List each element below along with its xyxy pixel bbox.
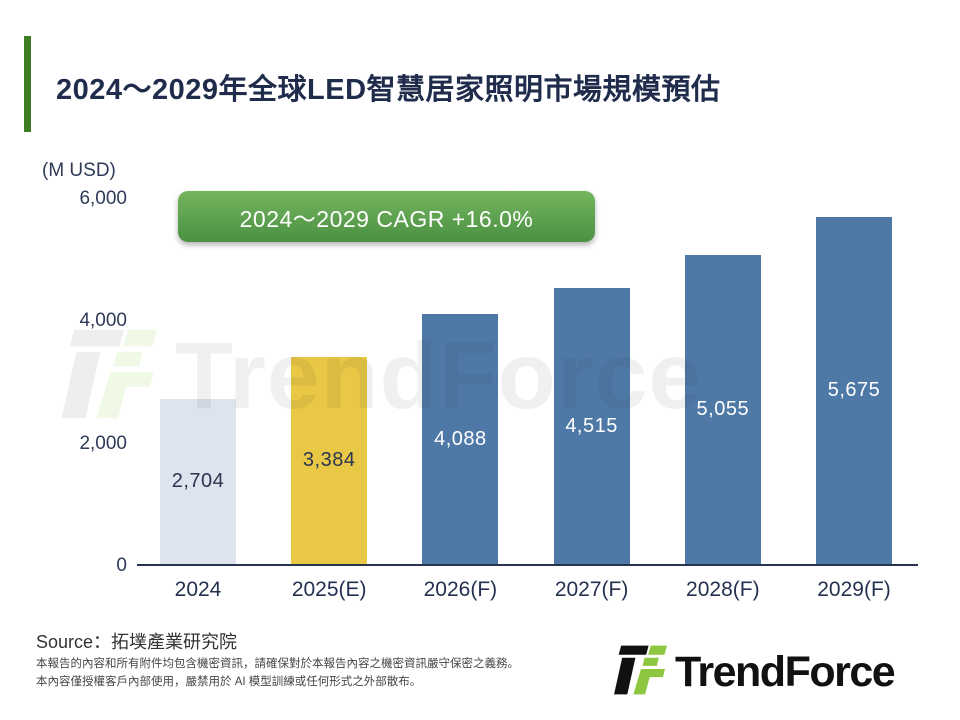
bar-2026(F): 4,088	[422, 314, 499, 564]
x-axis-label: 2026(F)	[423, 578, 498, 601]
x-axis-label: 2028(F)	[686, 578, 760, 601]
bar-2029(F): 5,675	[816, 217, 892, 564]
disclaimer-line-1: 本報告的內容和所有附件均包含機密資訊，請確保對於本報告內容之機密資訊嚴守保密之義…	[36, 658, 519, 670]
y-axis-tick-label: 6,000	[79, 188, 127, 209]
bar-2027(F): 4,515	[553, 288, 630, 564]
page-title: 2024～2029年全球LED智慧居家照明市場規模預估	[56, 74, 721, 106]
y-axis-tick-label: 2,000	[79, 433, 127, 454]
y-axis-unit-label: (M USD)	[42, 160, 116, 181]
source-label: Source：拓墣產業研究院	[36, 632, 238, 652]
bar-2025(E): 3,384	[291, 357, 368, 564]
cagr-badge: 2024～2029 CAGR +16.0%	[178, 191, 595, 242]
trendforce-logo-icon	[612, 644, 668, 701]
bar-2028(F): 5,055	[684, 255, 761, 564]
x-axis-label: 2024	[174, 578, 222, 601]
bar-value-label: 3,384	[302, 449, 356, 471]
disclaimer-text: 本報告的內容和所有附件均包含機密資訊，請確保對於本報告內容之機密資訊嚴守保密之義…	[36, 655, 519, 691]
bar-value-label: 4,515	[565, 414, 618, 437]
disclaimer-line-2: 本內容僅授權客戶內部使用，嚴禁用於 AI 模型訓練或任何形式之外部散布。	[36, 676, 422, 688]
y-axis-tick-label: 0	[116, 555, 127, 576]
bar-value-label: 5,055	[696, 398, 750, 420]
bar-value-label: 5,675	[827, 379, 881, 401]
x-axis-label: 2025(E)	[291, 578, 367, 601]
trendforce-logo-text: TrendForce	[675, 648, 896, 696]
bar-value-label: 2,704	[171, 470, 225, 492]
title-accent-bar	[24, 36, 31, 132]
x-axis: 2024 2025(E) 2026(F) 2027(F) 2028(F) 2029(F)	[137, 578, 918, 608]
x-axis-label: 2029(F)	[817, 578, 891, 601]
y-axis-tick-label: 4,000	[79, 310, 127, 331]
bar-value-label: 4,088	[434, 427, 487, 450]
plot-area: 2,704 3,384 4,088 4,515 5,055 5,675	[137, 190, 918, 566]
trendforce-logo: TrendForce	[612, 644, 896, 701]
bar-2024: 2,704	[160, 399, 236, 564]
x-axis-label: 2027(F)	[554, 578, 629, 601]
